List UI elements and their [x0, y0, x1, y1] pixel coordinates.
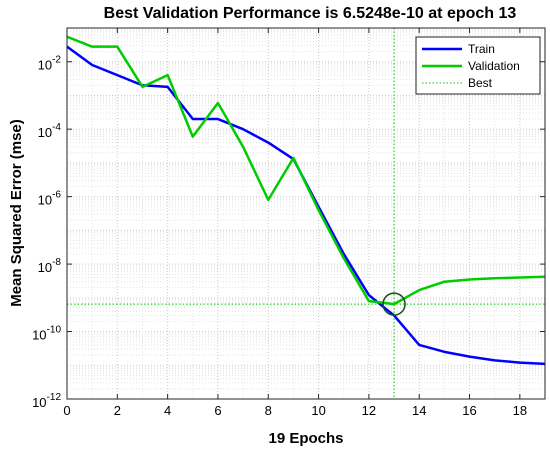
x-axis-label: 19 Epochs [268, 430, 343, 447]
x-tick-label: 8 [265, 403, 272, 418]
legend-label-validation: Validation [468, 59, 520, 73]
y-tick-label: 10-8 [38, 257, 62, 275]
x-tick-label: 14 [412, 403, 426, 418]
x-tick-label: 18 [513, 403, 527, 418]
plot-area [66, 28, 546, 399]
series-line-validation [66, 35, 546, 306]
y-tick-label: 10-12 [32, 392, 61, 410]
plot-frame [66, 27, 546, 400]
best-marker-circle [382, 292, 406, 316]
y-tick-label: 10-10 [32, 325, 61, 343]
y-tick-label: 10-2 [38, 55, 62, 73]
x-tick-label: 4 [164, 403, 171, 418]
y-tick-label: 10-6 [38, 190, 62, 208]
axes: 0 2 4 6 8 10 12 14 16 18 10-2 10-4 10-6 10-8 10-10 10-1… [32, 27, 546, 418]
y-axis-label: Mean Squared Error (mse) [8, 119, 25, 307]
chart-title: Best Validation Performance is 6.5248e-1… [104, 5, 517, 22]
x-tick-label: 12 [362, 403, 376, 418]
x-tick-label: 0 [63, 403, 70, 418]
y-tick-label: 10-4 [38, 122, 62, 140]
legend: Train Validation Best [415, 36, 541, 95]
x-tick-label: 6 [214, 403, 221, 418]
x-tick-label: 10 [311, 403, 325, 418]
x-tick-label: 2 [114, 403, 121, 418]
x-tick-label: 16 [462, 403, 476, 418]
legend-label-best: Best [468, 76, 493, 90]
legend-label-train: Train [468, 42, 495, 56]
